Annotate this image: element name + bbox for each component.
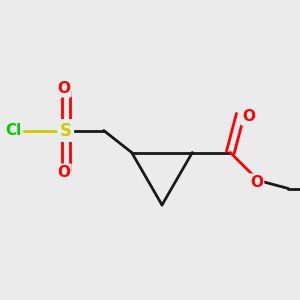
- Text: O: O: [57, 81, 70, 96]
- Text: O: O: [57, 165, 70, 180]
- Text: O: O: [242, 109, 255, 124]
- Text: S: S: [60, 122, 72, 140]
- Text: O: O: [250, 175, 263, 190]
- Text: Cl: Cl: [6, 123, 22, 138]
